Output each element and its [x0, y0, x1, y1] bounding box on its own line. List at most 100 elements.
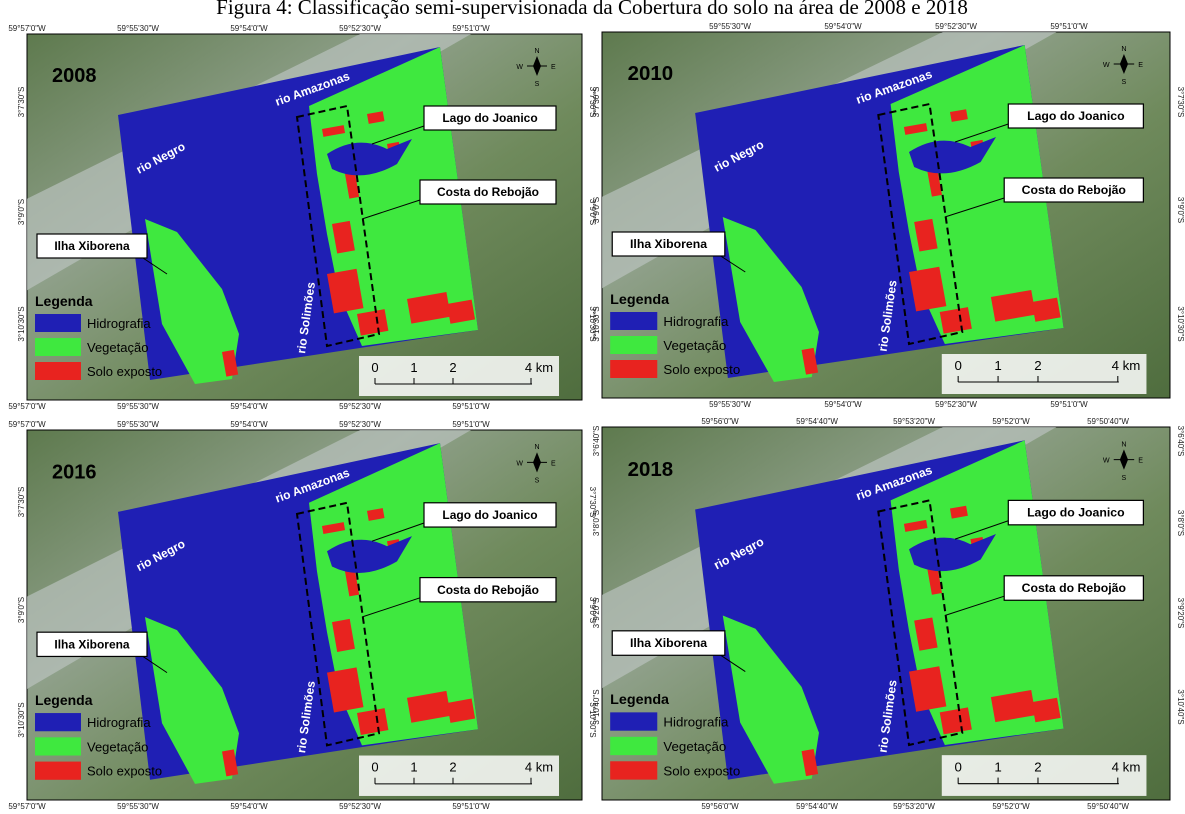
scale-label: 0 — [371, 360, 378, 375]
legend-swatch — [35, 762, 81, 780]
tick-label-top: 59°54'0"W — [230, 24, 268, 33]
tick-label-left: 3°7'30"S — [592, 87, 601, 118]
tick-label-left: 3°10'30"S — [17, 306, 26, 341]
tick-label-top: 59°50'40"W — [1087, 417, 1129, 426]
panel-year: 2018 — [628, 459, 674, 481]
legend-label: Vegetação — [663, 739, 726, 754]
tick-label-right: 3°9'20"S — [1176, 598, 1185, 629]
tick-label-left: 3°10'40"S — [592, 689, 601, 724]
tick-label-top: 59°52'0"W — [992, 417, 1030, 426]
legend-label: Solo exposto — [87, 764, 162, 779]
tick-label-bottom: 59°57'0"W — [8, 402, 46, 411]
legend-label: Solo exposto — [663, 764, 740, 779]
compass-letter: N — [1121, 440, 1126, 448]
legend-swatch — [35, 314, 81, 332]
legend-label: Hidrografia — [87, 316, 151, 331]
tick-label-top: 59°55'30"W — [117, 24, 159, 33]
tick-label-bottom: 59°52'30"W — [339, 802, 381, 811]
callout-label: Costa do Rebojão — [437, 583, 539, 597]
callout-label: Costa do Rebojão — [437, 185, 539, 199]
tick-label-left: 3°7'30"S — [17, 87, 26, 118]
scale-label: 4 km — [1112, 358, 1141, 373]
callout-label: Ilha Xiborena — [630, 636, 707, 650]
bare-soil-patch — [1032, 698, 1061, 722]
legend-label: Hidrografia — [663, 715, 729, 730]
map-panel: 2018rio Amazonasrio Negrorio SolimõesLag… — [602, 427, 1170, 800]
tick-label-bottom: 59°52'30"W — [935, 400, 977, 409]
compass-letter: E — [551, 460, 556, 467]
tick-label-left: 3°10'30"S — [17, 702, 26, 737]
callout-label: Ilha Xiborena — [54, 637, 130, 651]
tick-label-right: 3°9'0"S — [1176, 197, 1185, 223]
legend-label: Vegetação — [87, 340, 148, 355]
tick-label-bottom: 59°52'0"W — [992, 802, 1030, 811]
compass-letter: W — [516, 460, 523, 467]
compass-letter: S — [535, 478, 540, 485]
callout-label: Lago do Joanico — [442, 111, 537, 125]
figure: Figura 4: Classificação semi-supervision… — [0, 0, 1185, 814]
tick-label-top: 59°51'0"W — [452, 24, 490, 33]
scale-label: 2 — [1034, 358, 1041, 373]
tick-label-bottom: 59°51'0"W — [452, 402, 490, 411]
callout-label: Lago do Joanico — [442, 508, 537, 522]
scale-label: 0 — [371, 760, 378, 775]
scale-label: 2 — [449, 760, 456, 775]
tick-label-bottom: 59°54'0"W — [230, 402, 268, 411]
legend-swatch — [610, 712, 657, 730]
tick-label-bottom: 59°55'30"W — [117, 802, 159, 811]
legend-label: Hidrografia — [663, 314, 729, 329]
tick-label-top: 59°53'20"W — [893, 417, 935, 426]
tick-label-top: 59°54'0"W — [230, 420, 268, 429]
bare-soil-patch — [447, 699, 475, 723]
legend-swatch — [35, 338, 81, 356]
bare-soil-patch — [1032, 298, 1061, 322]
scale-label: 1 — [410, 760, 417, 775]
tick-label-top: 59°51'0"W — [452, 420, 490, 429]
legend-swatch — [610, 360, 657, 378]
tick-label-top: 59°52'30"W — [339, 24, 381, 33]
tick-label-bottom: 59°51'0"W — [1050, 400, 1088, 409]
tick-label-left: 3°6'40"S — [592, 426, 601, 457]
tick-label-top: 59°51'0"W — [1050, 22, 1088, 31]
compass-letter: E — [1138, 61, 1143, 69]
legend-label: Hidrografia — [87, 715, 151, 730]
legend-swatch — [35, 713, 81, 731]
legend-title: Legenda — [35, 293, 93, 309]
legend-title: Legenda — [610, 692, 670, 708]
tick-label-top: 59°54'0"W — [824, 22, 862, 31]
compass-letter: S — [1122, 474, 1127, 482]
tick-label-top: 59°57'0"W — [8, 420, 46, 429]
panel-year: 2010 — [628, 63, 674, 85]
map-panel: 2008rio Amazonasrio Negrorio SolimõesLag… — [27, 34, 582, 400]
scale-label: 4 km — [525, 760, 553, 775]
tick-label-right: 3°8'0"S — [1176, 510, 1185, 536]
tick-label-top: 59°55'30"W — [709, 22, 751, 31]
tick-label-bottom: 59°51'0"W — [452, 802, 490, 811]
scale-label: 4 km — [1112, 759, 1141, 774]
compass-letter: S — [535, 81, 540, 88]
tick-label-bottom: 59°56'0"W — [701, 802, 739, 811]
tick-label-top: 59°52'30"W — [935, 22, 977, 31]
compass-letter: W — [1103, 457, 1110, 465]
callout-label: Costa do Rebojão — [1022, 183, 1126, 197]
compass-letter: N — [534, 444, 539, 451]
tick-label-right: 3°10'40"S — [1176, 689, 1185, 724]
callout-label: Ilha Xiborena — [54, 239, 130, 253]
tick-label-bottom: 59°54'0"W — [230, 802, 268, 811]
compass-letter: N — [534, 48, 539, 55]
legend-swatch — [610, 761, 657, 779]
tick-label-right: 3°7'30"S — [1176, 87, 1185, 118]
scale-label: 1 — [994, 358, 1001, 373]
legend-label: Solo exposto — [87, 364, 162, 379]
tick-label-left: 3°8'0"S — [592, 510, 601, 536]
compass-letter: N — [1121, 45, 1126, 53]
tick-label-right: 3°6'40"S — [1176, 426, 1185, 457]
tick-label-top: 59°55'30"W — [117, 420, 159, 429]
legend-swatch — [610, 737, 657, 755]
map-panel: 2016rio Amazonasrio Negrorio SolimõesLag… — [27, 430, 582, 800]
compass-letter: E — [551, 64, 556, 71]
tick-label-left: 3°10'30"S — [592, 306, 601, 341]
tick-label-left: 3°9'0"S — [17, 199, 26, 225]
legend-swatch — [35, 737, 81, 755]
callout-label: Lago do Joanico — [1027, 109, 1124, 123]
